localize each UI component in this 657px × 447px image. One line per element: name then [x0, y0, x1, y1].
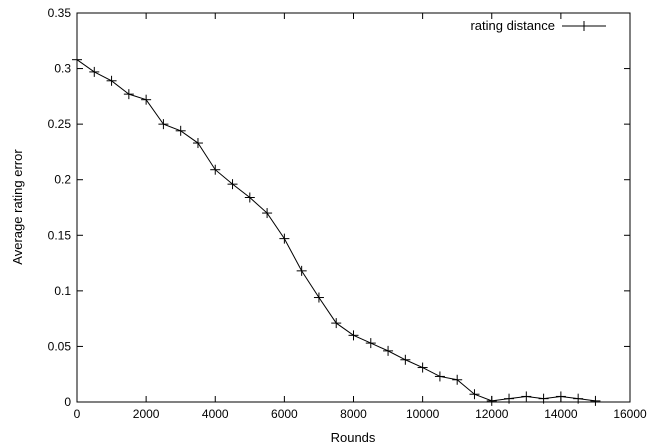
data-point	[313, 292, 324, 303]
data-point	[262, 208, 273, 219]
y-tick-label: 0.05	[48, 339, 72, 353]
y-tick-label: 0.25	[48, 117, 72, 131]
data-point	[365, 338, 376, 349]
data-point	[348, 330, 359, 341]
y-axis-label: Average rating error	[10, 149, 25, 265]
legend: rating distance	[470, 18, 606, 33]
legend-label: rating distance	[470, 18, 555, 33]
x-axis-label: Rounds	[331, 430, 376, 445]
data-point	[555, 391, 566, 402]
y-tick-label: 0.1	[54, 284, 71, 298]
data-point	[244, 192, 255, 203]
data-point	[434, 371, 445, 382]
x-tick-label: 8000	[340, 407, 367, 421]
data-point	[590, 395, 601, 406]
data-point	[452, 374, 463, 385]
y-tick-label: 0.35	[48, 6, 72, 20]
x-tick-label: 2000	[133, 407, 160, 421]
data-point	[106, 75, 117, 86]
data-point	[417, 362, 428, 373]
data-point	[158, 119, 169, 130]
data-point	[331, 318, 342, 329]
data-point	[504, 393, 515, 404]
data-point	[279, 233, 290, 244]
data-point	[573, 393, 584, 404]
y-axis-ticks: 0 0.05 0.1 0.15 0.2 0.25 0.3 0.35	[48, 6, 630, 409]
x-tick-label: 16000	[613, 407, 647, 421]
x-tick-label: 12000	[475, 407, 509, 421]
x-tick-label: 4000	[202, 407, 229, 421]
data-point	[72, 54, 82, 65]
data-point	[400, 354, 411, 365]
series-layer	[72, 54, 601, 406]
series-line	[76, 59, 596, 402]
data-point	[123, 89, 134, 100]
data-point	[383, 345, 394, 356]
data-point	[227, 179, 238, 190]
data-point	[89, 66, 100, 77]
data-point	[538, 393, 549, 404]
data-point	[296, 265, 307, 276]
data-point	[175, 125, 186, 136]
x-tick-label: 14000	[544, 407, 578, 421]
data-point	[192, 138, 203, 149]
data-point	[521, 391, 532, 402]
x-tick-label: 10000	[406, 407, 440, 421]
y-tick-label: 0.2	[54, 173, 71, 187]
data-point	[141, 94, 152, 105]
data-point	[486, 395, 497, 406]
y-tick-label: 0.3	[54, 62, 71, 76]
data-point	[210, 164, 221, 175]
x-tick-label: 6000	[271, 407, 298, 421]
plot-frame	[76, 12, 631, 403]
data-point	[469, 389, 480, 400]
x-axis-ticks: 0 2000 4000 6000 8000 10000 12000 14000 16000	[74, 13, 647, 421]
x-tick-label: 0	[74, 407, 81, 421]
y-tick-label: 0	[64, 395, 71, 409]
legend-marker	[579, 21, 589, 31]
y-tick-label: 0.15	[48, 228, 72, 242]
